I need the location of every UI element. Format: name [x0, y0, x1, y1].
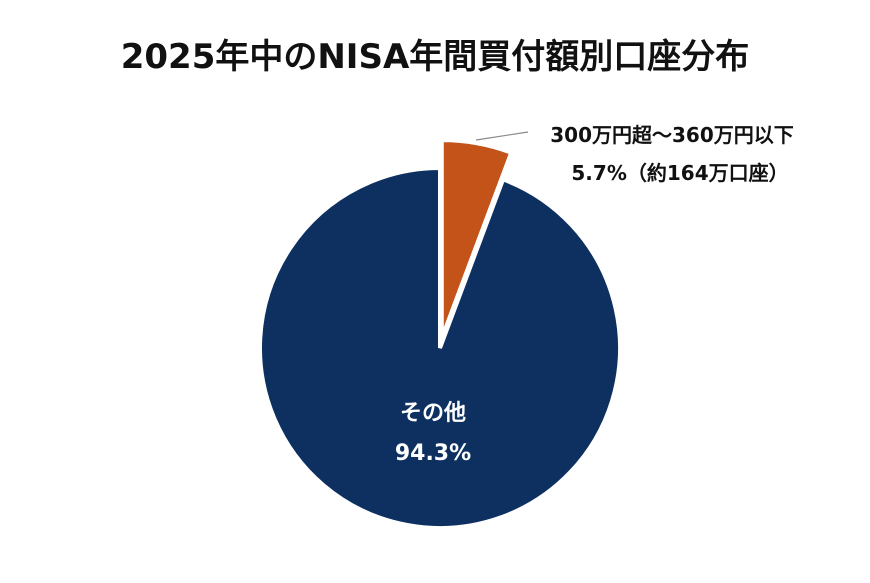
slice-label-300-360: 300万円超〜360万円以下: [550, 123, 794, 147]
slice-value-other: 94.3%: [395, 441, 471, 466]
chart-title: 2025年中のNISA年間買付額別口座分布: [121, 37, 750, 77]
pie-slices: [258, 138, 622, 530]
pie-slice-300-360: [439, 138, 514, 341]
slice-label-other: その他: [400, 401, 466, 426]
pie-slice-other: [258, 165, 622, 530]
leader-line: [475, 131, 529, 141]
slice-value-300-360: 5.7%（約164万口座）: [571, 161, 788, 185]
